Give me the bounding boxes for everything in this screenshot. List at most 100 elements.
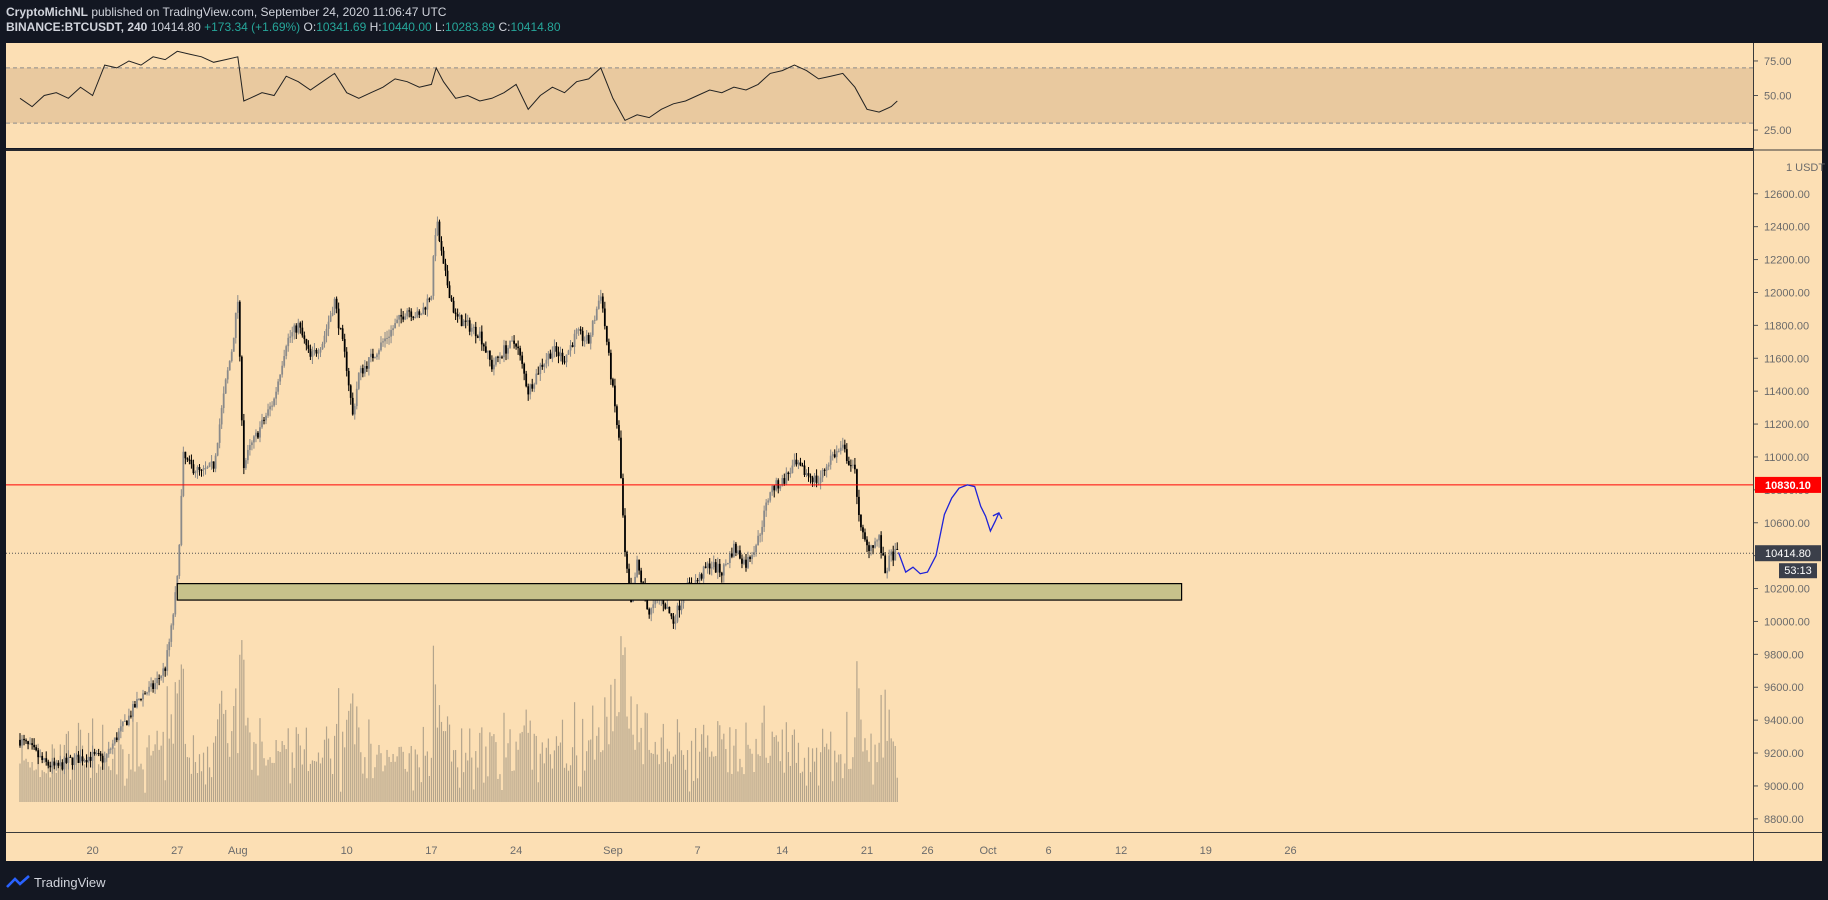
candle-body xyxy=(144,693,146,695)
volume-bar xyxy=(555,736,558,802)
candle-body xyxy=(154,683,157,689)
candle-body xyxy=(287,337,290,347)
candle-body xyxy=(414,316,417,318)
volume-bar xyxy=(283,745,285,802)
volume-bar xyxy=(541,742,543,802)
projection-path[interactable] xyxy=(897,484,1000,575)
volume-bar xyxy=(832,781,834,802)
candle-body xyxy=(581,330,584,341)
candle-body xyxy=(561,352,564,362)
volume-bar xyxy=(644,712,646,802)
volume-bar xyxy=(217,719,219,802)
volume-bar xyxy=(277,751,279,802)
candle-body xyxy=(839,447,842,451)
candle-body xyxy=(771,485,774,493)
footer-brand[interactable]: TradingView xyxy=(34,874,106,890)
volume-bar xyxy=(563,767,566,802)
volume-bar xyxy=(807,747,810,802)
volume-bar xyxy=(323,739,326,802)
candle-body xyxy=(884,555,887,574)
volume-bar xyxy=(854,737,856,802)
candle-body xyxy=(462,320,465,327)
candle-body xyxy=(515,343,517,347)
volume-bar xyxy=(838,754,840,802)
candle-body xyxy=(432,256,435,296)
volume-bar xyxy=(307,771,309,802)
candle-body xyxy=(535,373,538,385)
candle-body xyxy=(523,363,526,374)
volume-bar xyxy=(565,763,568,802)
volume-bar xyxy=(535,735,537,802)
candle-body xyxy=(607,341,610,353)
candle-body xyxy=(741,558,743,564)
candle-body xyxy=(765,502,768,511)
volume-bar xyxy=(334,735,336,802)
candle-body xyxy=(49,765,52,768)
candle-body xyxy=(67,756,70,763)
volume-bar xyxy=(703,724,705,802)
candle-body xyxy=(152,683,154,689)
volume-bar xyxy=(598,727,600,802)
volume-bar xyxy=(773,737,775,802)
close-label: C: xyxy=(498,20,511,34)
candle-body xyxy=(236,301,239,313)
price-tick-label: 10200.00 xyxy=(1764,584,1810,596)
volume-bar xyxy=(370,743,372,802)
candle-body xyxy=(134,704,136,708)
volume-bar xyxy=(815,747,818,802)
candle-body xyxy=(45,758,48,762)
candle-body xyxy=(876,540,878,542)
candle-body xyxy=(823,469,826,471)
volume-bar xyxy=(846,711,848,802)
volume-bar xyxy=(537,782,539,802)
author[interactable]: CryptoMichNL xyxy=(6,5,88,19)
volume-bar xyxy=(233,705,235,802)
volume-bar xyxy=(531,769,533,802)
candle-body xyxy=(541,364,544,367)
candle-body xyxy=(519,348,522,356)
candle-body xyxy=(735,543,737,554)
candle-body xyxy=(341,328,344,339)
candle-body xyxy=(136,699,138,708)
volume-bar xyxy=(279,751,281,802)
candle-body xyxy=(769,492,772,501)
candle-body xyxy=(75,754,78,757)
candle-body xyxy=(281,365,284,375)
candle-body xyxy=(551,351,554,359)
candle-body xyxy=(365,366,368,369)
candle-body xyxy=(864,532,866,540)
volume-bar xyxy=(809,772,812,802)
volume-bar xyxy=(604,697,606,802)
candle-body xyxy=(307,345,310,349)
chart-header: CryptoMichNL published on TradingView.co… xyxy=(6,5,561,35)
candle-body xyxy=(259,427,261,438)
candle-body xyxy=(283,356,286,366)
volume-bar xyxy=(59,744,61,802)
volume-bar xyxy=(164,780,166,802)
volume-bar xyxy=(416,754,418,802)
volume-bar xyxy=(733,745,735,802)
support-zone[interactable] xyxy=(176,583,1183,601)
candle-body xyxy=(218,424,221,443)
candle-body xyxy=(295,325,298,333)
volume-bar xyxy=(477,767,479,802)
price-tick-label: 12200.00 xyxy=(1764,255,1810,267)
tradingview-logo-icon xyxy=(6,875,30,888)
volume-bar xyxy=(828,749,830,802)
volume-bar xyxy=(281,741,283,802)
volume-bar xyxy=(676,719,679,802)
candle-body xyxy=(123,720,126,722)
volume-bar xyxy=(692,780,695,802)
volume-bar xyxy=(755,738,757,802)
candle-body xyxy=(563,361,566,363)
candle-body xyxy=(882,553,885,556)
candle-body xyxy=(587,334,590,344)
volume-bar xyxy=(182,668,184,802)
volume-bar xyxy=(35,769,37,802)
ticker[interactable]: BINANCE:BTCUSDT, 240 xyxy=(6,20,148,34)
candle-body xyxy=(347,370,350,386)
candle-body xyxy=(609,352,612,380)
volume-bar xyxy=(47,761,49,802)
candle-body xyxy=(416,311,419,317)
